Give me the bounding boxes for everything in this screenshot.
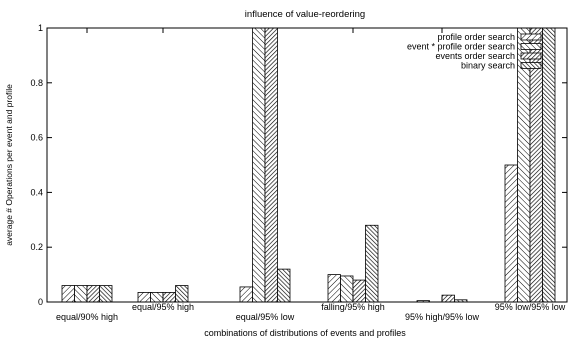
bar-3-5 (441, 294, 455, 302)
chart-title: influence of value-reordering (245, 9, 365, 20)
bar-4-4 (365, 224, 379, 302)
x-tick-label: equal/95% high (132, 302, 194, 312)
y-tick-label: 0.8 (30, 78, 43, 88)
bar-2-1 (74, 285, 88, 302)
x-tick-label: 95% low/95% low (495, 302, 566, 312)
bar-3-2 (162, 292, 176, 302)
y-tick-label: 0.2 (30, 242, 43, 252)
bar-3-4 (352, 279, 366, 302)
bar-1-4 (327, 274, 341, 302)
bar-1-2 (137, 292, 151, 302)
bar-1-1 (61, 285, 75, 302)
legend-label: profile order search (437, 32, 515, 42)
y-tick-label: 1 (38, 23, 43, 33)
legend-label: binary search (461, 61, 515, 71)
bar-2-3 (252, 28, 266, 302)
legend-swatch (520, 33, 542, 41)
x-tick-label: 95% high/95% low (405, 312, 480, 322)
bar-3-1 (86, 285, 100, 302)
bar-3-6 (529, 28, 543, 302)
bar-4-3 (277, 268, 291, 302)
legend-label: event * profile order search (407, 42, 515, 52)
bar-3-3 (264, 28, 278, 302)
bar-2-6 (517, 28, 531, 302)
x-axis-label: combinations of distributions of events … (204, 328, 406, 338)
bar-4-5 (454, 299, 468, 302)
bar-2-2 (150, 292, 164, 302)
legend-swatch (520, 62, 542, 69)
bar-1-6 (504, 164, 518, 302)
bar-4-6 (542, 28, 556, 302)
bar-4-1 (99, 285, 113, 302)
legend-swatch (520, 43, 542, 50)
x-tick-label: falling/95% high (321, 302, 385, 312)
bar-2-4 (340, 275, 354, 302)
x-ticks-layer: equal/90% high equal/95% high equal/95% lo… (56, 28, 566, 322)
bar-1-3 (239, 286, 253, 302)
x-tick-label: equal/90% high (56, 312, 118, 322)
y-tick-label: 0.6 (30, 133, 43, 143)
plot-frame (46, 27, 568, 303)
bar-4-2 (175, 285, 189, 302)
y-ticks-layer: 0 0.2 0.4 0.6 0.8 1 (30, 23, 567, 307)
y-tick-label: 0.4 (30, 187, 43, 197)
bars-layer (61, 28, 556, 302)
x-tick-label: equal/95% low (236, 312, 295, 322)
bar-1-5 (416, 300, 430, 302)
y-axis-label: average # Operations per event and profi… (4, 84, 14, 246)
y-tick-label: 0 (38, 297, 43, 307)
legend-swatch (520, 52, 542, 60)
legend-label: events order search (435, 51, 515, 61)
